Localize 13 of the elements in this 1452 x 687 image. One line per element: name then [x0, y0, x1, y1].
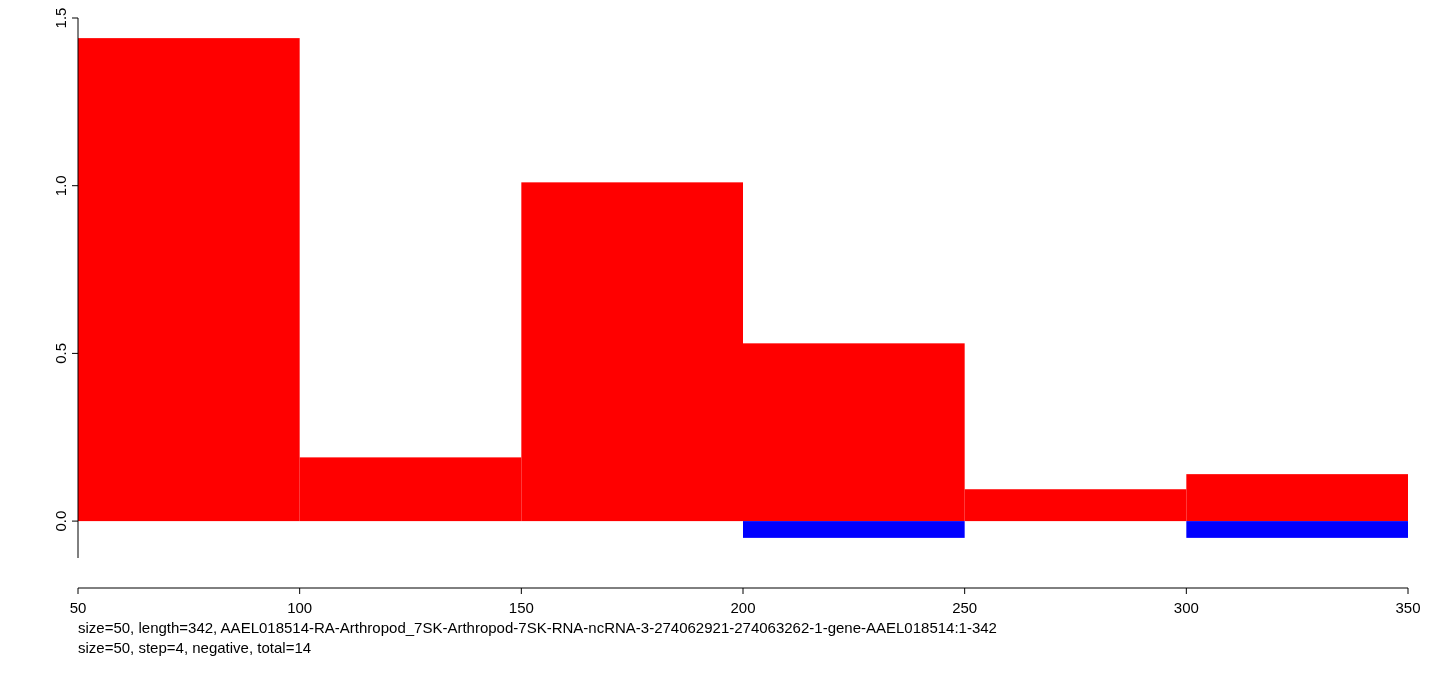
x-tick-label: 350 [1395, 598, 1421, 616]
x-tick-label: 150 [508, 598, 534, 616]
x-tick-label: 200 [730, 598, 756, 616]
x-tick-label: 250 [952, 598, 978, 616]
y-tick-label: 1.5 [52, 7, 69, 29]
text: size=50, length=342, AAEL018514-RA-Arthropod_7SK-Arthropod-7SK-RNA-ncRNA-3-274062921-274063262-1-gene-AAEL018514:1-342 [78, 618, 998, 638]
x-tick-label: 300 [1173, 598, 1199, 616]
y-tick-label: 0.0 [52, 510, 69, 532]
text: size=50, step=4, negative, total=14 [78, 638, 313, 658]
x-tick-label: 100 [287, 598, 313, 616]
y-tick-label: 1.0 [52, 175, 69, 197]
x-tick-label: 50 [69, 598, 87, 616]
y-tick-label: 0.5 [52, 342, 69, 364]
